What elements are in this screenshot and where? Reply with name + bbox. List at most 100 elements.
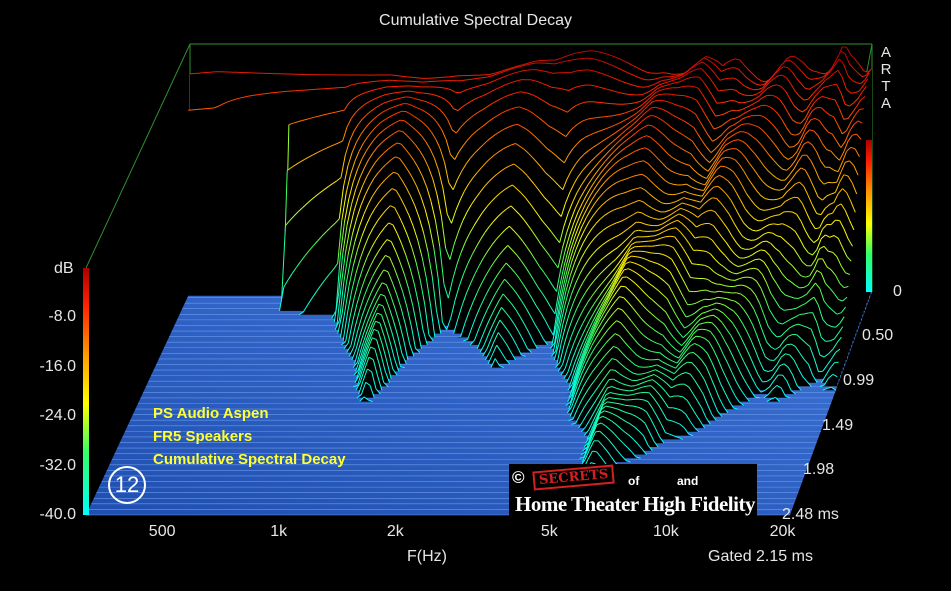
decay-slice-line — [763, 80, 769, 85]
decay-slice-line — [816, 151, 822, 162]
decay-slice-line — [490, 74, 496, 77]
decay-slice-line — [624, 327, 630, 334]
decay-slice-line — [704, 190, 710, 197]
decay-slice-line — [395, 250, 401, 262]
decay-slice-line — [651, 167, 657, 173]
decay-slice-line — [734, 207, 740, 216]
decay-slice-line — [506, 144, 512, 148]
decay-slice-line — [323, 186, 329, 191]
decay-slice-line — [829, 338, 835, 342]
decay-slice-line — [637, 343, 643, 348]
decay-slice-line — [611, 402, 617, 404]
decay-slice-line — [486, 136, 492, 142]
decay-slice-line — [669, 82, 675, 85]
decay-slice-line — [354, 310, 361, 327]
decay-slice-line — [579, 406, 585, 415]
decay-slice-line — [649, 96, 655, 102]
decay-slice-line — [525, 128, 531, 133]
decay-slice-line — [483, 181, 489, 188]
decay-slice-line — [565, 192, 571, 204]
decay-slice-line — [671, 79, 676, 82]
decay-slice-line — [671, 345, 677, 350]
decay-slice-line — [368, 118, 374, 124]
decay-slice-line — [611, 222, 617, 226]
decay-slice-line — [561, 133, 567, 138]
decay-slice-line — [494, 99, 500, 103]
decay-slice-line — [773, 355, 779, 361]
decay-slice-line — [580, 356, 586, 369]
decay-slice-line — [614, 407, 620, 410]
decay-slice-line — [693, 86, 699, 89]
decay-slice-line — [576, 185, 582, 194]
decay-slice-line — [719, 174, 724, 178]
decay-slice-line — [419, 150, 425, 159]
decay-slice-line — [635, 256, 641, 258]
decay-slice-line — [357, 236, 363, 250]
decay-slice-line — [620, 263, 626, 272]
decay-slice-line — [636, 378, 642, 381]
decay-slice-line — [605, 239, 611, 243]
decay-slice-line — [726, 59, 732, 63]
decay-slice-line — [815, 282, 821, 289]
decay-slice-line — [827, 131, 833, 135]
decay-slice-line — [792, 119, 797, 124]
decay-slice-line — [565, 275, 571, 292]
decay-slice-line — [759, 159, 765, 167]
decay-slice-line — [606, 126, 612, 129]
decay-slice-line — [452, 179, 458, 190]
decay-slice-line — [402, 224, 408, 236]
decay-slice-line — [809, 177, 815, 188]
decay-slice-line — [630, 83, 635, 87]
decay-slice-line — [656, 303, 662, 309]
decay-slice-line — [552, 306, 559, 336]
decay-slice-line — [684, 353, 690, 358]
decay-slice-line — [607, 324, 613, 331]
decay-slice-line — [673, 103, 679, 107]
decay-slice-line — [545, 172, 551, 177]
decay-slice-line — [548, 125, 554, 129]
decay-slice-line — [487, 300, 493, 310]
decay-slice-line — [707, 134, 713, 142]
decay-slice-line — [582, 234, 588, 244]
decay-slice-line — [757, 241, 763, 246]
decay-slice-line — [399, 261, 405, 275]
decay-slice-line — [579, 374, 586, 385]
decay-slice-line — [832, 310, 838, 315]
decay-slice-line — [847, 112, 853, 119]
decay-slice-line — [680, 161, 686, 165]
decay-slice-line — [742, 284, 747, 287]
decay-slice-line — [327, 112, 332, 115]
decay-slice-line — [812, 107, 817, 112]
decay-slice-line — [723, 222, 729, 230]
decay-slice-line — [830, 192, 836, 195]
decay-slice-line — [363, 285, 369, 298]
decay-slice-line — [756, 105, 762, 109]
decay-slice-line — [478, 144, 484, 150]
decay-slice-line — [423, 157, 429, 168]
time-tick-label: 1.98 — [803, 461, 835, 478]
decay-slice-line — [596, 314, 602, 324]
decay-slice-line — [369, 89, 375, 92]
decay-slice-line — [455, 127, 461, 134]
decay-slice-line — [665, 368, 671, 372]
decay-slice-line — [686, 400, 693, 408]
decay-slice-line — [773, 374, 779, 382]
decay-slice-line — [433, 247, 439, 278]
decay-slice-line — [764, 386, 770, 391]
decay-slice-line — [368, 152, 374, 161]
decay-slice-line — [505, 358, 511, 365]
decay-slice-line — [751, 323, 758, 335]
decay-slice-line — [707, 404, 713, 415]
decay-slice-line — [413, 97, 419, 100]
decay-slice-line — [384, 295, 390, 308]
decay-slice-line — [651, 407, 658, 416]
time-tick-label: 0.50 — [862, 327, 894, 344]
decay-slice-line — [586, 308, 592, 316]
decay-slice-line — [708, 222, 714, 227]
decay-slice-line — [618, 393, 624, 396]
decay-slice-line — [603, 434, 609, 441]
decay-slice-line — [779, 99, 785, 106]
decay-slice-line — [576, 400, 583, 410]
decay-slice-line — [601, 172, 607, 178]
decay-slice-line — [606, 417, 612, 422]
